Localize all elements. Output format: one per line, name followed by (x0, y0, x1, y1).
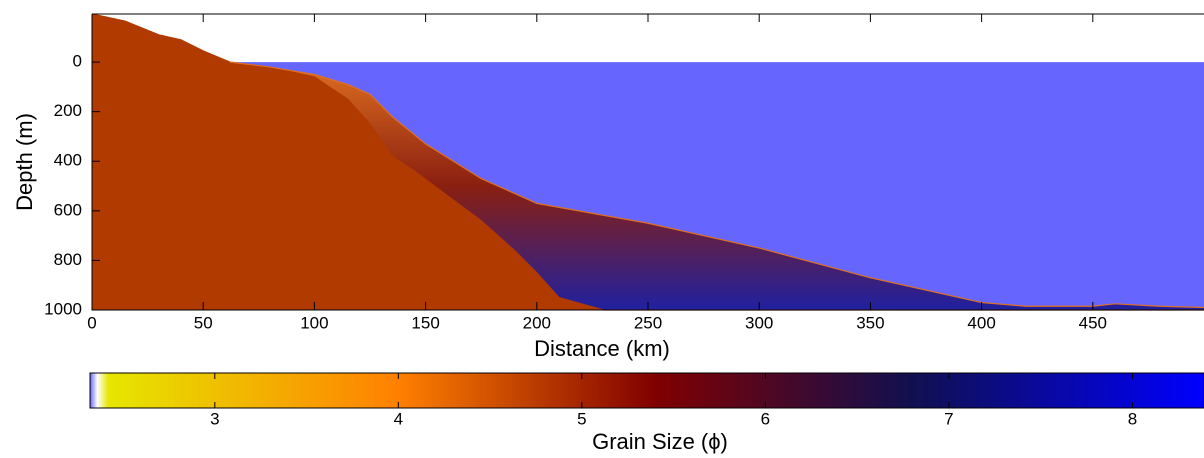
seafloor-line (229, 61, 1204, 309)
y-tick-label: 800 (54, 250, 82, 269)
y-tick-label: 1000 (44, 299, 82, 318)
x-tick-label: 400 (967, 313, 995, 332)
x-tick-label: 100 (300, 313, 328, 332)
y-axis-label: Depth (m) (12, 113, 37, 211)
x-tick-label: 300 (745, 313, 773, 332)
x-tick-label: 350 (856, 313, 884, 332)
basement-line (91, 13, 1204, 311)
y-tick-label: 600 (54, 200, 82, 219)
basement (92, 14, 1204, 310)
y-tick-label: 0 (73, 52, 82, 71)
y-tick-label: 200 (54, 101, 82, 120)
colorbar-tick-label: 4 (394, 409, 403, 428)
colorbar-tick-label: 3 (210, 409, 219, 428)
colorbar-tick-label: 5 (577, 409, 586, 428)
x-axis-label: Distance (km) (534, 336, 670, 361)
water (229, 62, 1204, 308)
colorbar-tick-label: 7 (944, 409, 953, 428)
y-tick-label: 400 (54, 151, 82, 170)
x-tick-label: 50 (194, 313, 213, 332)
x-tick-label: 0 (87, 313, 96, 332)
colorbar (89, 372, 1204, 409)
x-tick-label: 200 (523, 313, 551, 332)
colorbar-label: Grain Size (ϕ) (592, 429, 728, 454)
x-tick-label: 450 (1079, 313, 1107, 332)
colorbar-tick-label: 6 (761, 409, 770, 428)
x-tick-label: 250 (634, 313, 662, 332)
colorbar-tick-label: 8 (1128, 409, 1137, 428)
x-tick-label: 150 (411, 313, 439, 332)
